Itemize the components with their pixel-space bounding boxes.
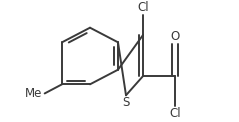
Text: Me: Me bbox=[25, 87, 43, 100]
Text: Cl: Cl bbox=[169, 107, 181, 120]
Text: O: O bbox=[170, 30, 180, 43]
Text: S: S bbox=[122, 96, 130, 109]
Text: Cl: Cl bbox=[137, 1, 149, 14]
